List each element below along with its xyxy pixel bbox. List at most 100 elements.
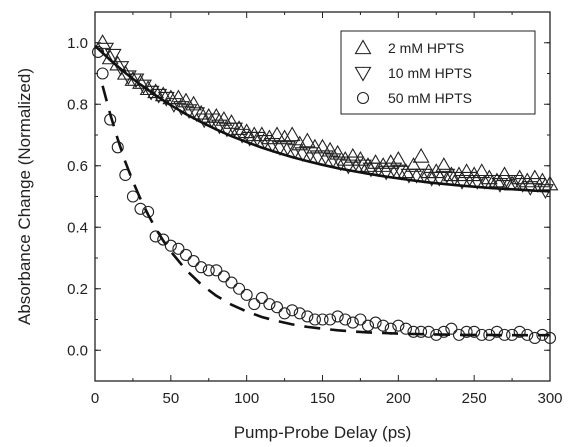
- data-point: [233, 128, 251, 144]
- data-point: [217, 270, 230, 283]
- data-point: [528, 331, 541, 345]
- y-tick-label: 0.4: [67, 219, 88, 236]
- data-point: [187, 255, 200, 268]
- y-axis-label: Absorbance Change (Normalized): [15, 68, 34, 325]
- data-point: [483, 174, 501, 190]
- data-point: [346, 316, 359, 329]
- data-point: [331, 310, 344, 323]
- plot-area: 0 50 100 150 200 250 300 0.0 0.2 0.4 0.6 0.8 1.0: [67, 11, 563, 407]
- data-point: [407, 325, 420, 338]
- data-point: [314, 138, 331, 154]
- data-point: [233, 282, 246, 295]
- x-tick-label: 200: [386, 390, 411, 407]
- y-tick-label: 0.0: [67, 342, 88, 359]
- data-point: [392, 319, 405, 332]
- data-point: [195, 261, 208, 274]
- data-point: [124, 71, 142, 86]
- data-point: [264, 138, 281, 153]
- data-point: [399, 322, 412, 335]
- legend-entry: 10 mM HPTS: [388, 65, 472, 81]
- data-point: [248, 298, 261, 311]
- data-point: [446, 171, 463, 187]
- data-point: [248, 131, 266, 147]
- data-point: [445, 322, 458, 335]
- data-point: [278, 307, 291, 320]
- data-point: [415, 325, 428, 338]
- data-point: [405, 157, 422, 172]
- x-tick-label: 50: [162, 390, 179, 407]
- data-point: [230, 120, 248, 136]
- data-point: [164, 239, 177, 252]
- data-point: [511, 169, 529, 185]
- data-point: [415, 168, 433, 184]
- x-tick-label: 150: [310, 390, 335, 407]
- data-point: [351, 150, 369, 166]
- data-point: [157, 233, 170, 246]
- data-point: [240, 288, 253, 301]
- data-point: [377, 165, 395, 181]
- data-point: [355, 159, 372, 175]
- data-point: [276, 129, 294, 145]
- data-point: [521, 181, 539, 196]
- data-point: [324, 313, 337, 326]
- data-point: [268, 126, 286, 142]
- data-point: [286, 304, 299, 317]
- data-point: [301, 310, 314, 323]
- data-point: [192, 104, 210, 120]
- data-point: [513, 325, 526, 338]
- data-point: [256, 134, 274, 150]
- data-point: [324, 153, 342, 169]
- data-point: [460, 325, 473, 338]
- legend-box: [340, 30, 536, 115]
- x-tick-label: 300: [537, 390, 562, 407]
- data-point: [316, 313, 329, 326]
- data-point: [179, 248, 193, 261]
- data-point: [283, 126, 301, 142]
- legend-marker: [354, 39, 372, 55]
- data-point: [392, 165, 410, 181]
- data-point: [438, 168, 456, 184]
- data-point: [412, 147, 430, 163]
- data-point: [389, 150, 407, 166]
- y-tick-label: 0.6: [67, 158, 88, 175]
- data-point: [430, 171, 448, 187]
- data-point: [437, 325, 450, 338]
- data-point: [347, 156, 365, 172]
- x-tick-label: 250: [462, 390, 487, 407]
- data-point: [496, 166, 513, 182]
- data-point: [142, 205, 155, 218]
- data-point: [317, 150, 334, 166]
- data-point: [506, 174, 524, 190]
- data-point: [490, 325, 503, 338]
- data-point: [377, 319, 390, 332]
- data-point: [533, 172, 551, 188]
- data-point: [210, 264, 223, 277]
- legend-marker: [356, 91, 370, 105]
- data-point: [369, 316, 382, 329]
- data-point: [354, 313, 367, 326]
- data-point: [225, 276, 238, 289]
- data-point: [382, 154, 400, 169]
- fit-curve-dashed: [101, 85, 550, 337]
- data-point: [344, 147, 362, 163]
- data-point: [361, 319, 375, 332]
- data-point: [370, 162, 388, 178]
- data-point: [298, 132, 316, 148]
- data-point: [112, 61, 130, 76]
- data-point: [238, 123, 256, 139]
- data-point: [270, 301, 284, 314]
- data-point: [202, 264, 215, 277]
- data-point: [255, 291, 268, 305]
- data-point: [435, 157, 453, 172]
- data-point: [260, 129, 278, 145]
- x-tick-label: 100: [234, 390, 259, 407]
- legend: 2 mM HPTS 10 mM HPTS 50 mM HPTS: [340, 30, 536, 115]
- fit-curve-solid: [94, 44, 551, 193]
- data-point: [286, 144, 304, 159]
- data-point: [210, 119, 228, 135]
- data-point: [339, 159, 357, 175]
- legend-marker: [354, 66, 372, 82]
- x-axis-label: Pump-Probe Delay (ps): [234, 423, 412, 442]
- data-point: [308, 313, 321, 326]
